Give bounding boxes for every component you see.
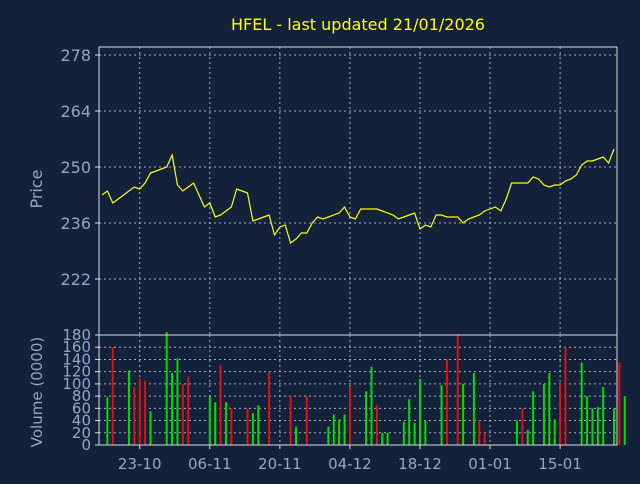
volume-bar	[230, 408, 233, 445]
price-axis-label: Price	[27, 169, 46, 208]
volume-bar	[602, 386, 605, 445]
volume-bar	[553, 419, 556, 445]
volume-bar	[375, 405, 378, 445]
volume-bar	[618, 362, 621, 445]
volume-bar	[338, 419, 341, 445]
volume-bar	[343, 414, 346, 445]
price-tick-label: 278	[60, 46, 91, 65]
volume-bar	[542, 383, 545, 445]
volume-bar	[596, 407, 599, 445]
x-tick-label: 20-11	[258, 455, 302, 473]
volume-bar	[208, 396, 211, 445]
volume-bar	[483, 432, 486, 445]
price-panel: 278 264 250 236 222 Price	[27, 46, 618, 336]
price-line	[101, 148, 615, 244]
volume-axis-label: Volume (0000)	[28, 337, 46, 447]
volume-bar	[559, 383, 562, 445]
volume-bar	[381, 432, 384, 445]
x-tick-label: 06-11	[188, 455, 232, 473]
volume-bar	[348, 386, 351, 445]
volume-bar	[138, 379, 141, 445]
volume-bar	[526, 429, 529, 445]
volume-bar	[289, 396, 292, 445]
x-tick-label: 18-12	[398, 455, 442, 473]
volume-bar	[370, 366, 373, 445]
x-axis: 23-10 06-11 20-11 04-12 18-12 01-01 15-01	[118, 445, 582, 473]
volume-bar	[623, 396, 626, 445]
volume-bar	[586, 396, 589, 445]
volume-bar	[521, 408, 524, 445]
price-frame	[98, 46, 618, 336]
x-tick-label: 15-01	[538, 455, 582, 473]
volume-bar	[591, 408, 594, 445]
x-tick-label: 01-01	[468, 455, 512, 473]
volume-bar	[106, 397, 109, 445]
volume-bar	[408, 399, 411, 445]
volume-bar	[613, 408, 615, 445]
volume-bar	[462, 383, 465, 445]
volume-bar	[214, 402, 217, 445]
volume-bar	[418, 379, 421, 445]
volume-tick-label: 140	[62, 350, 91, 368]
volume-bar	[472, 372, 475, 445]
volume-bar	[165, 331, 168, 445]
chart-title: HFEL - last updated 21/01/2026	[231, 15, 485, 34]
volume-bar	[515, 420, 518, 445]
volume-bar	[386, 432, 389, 445]
volume-tick-label: 0	[81, 436, 91, 454]
volume-bar	[413, 423, 416, 445]
volume-bar	[268, 371, 271, 445]
volume-bar	[251, 413, 254, 445]
volume-frame	[98, 334, 618, 446]
volume-tick-label: 60	[72, 399, 91, 417]
volume-bar	[402, 421, 405, 445]
volume-bar	[176, 358, 179, 445]
volume-bar	[246, 408, 249, 445]
volume-bar	[219, 365, 222, 445]
volume-tick-label: 180	[62, 326, 91, 344]
volume-bar	[181, 383, 184, 445]
volume-bar	[580, 362, 583, 445]
volume-bar	[187, 376, 190, 445]
volume-bar	[295, 426, 298, 445]
volume-tick-label: 80	[72, 387, 91, 405]
volume-bar	[456, 333, 459, 445]
volume-bar	[149, 411, 152, 445]
volume-bar	[171, 372, 174, 445]
volume-bar	[327, 426, 330, 445]
volume-bar	[133, 386, 136, 445]
x-tick-label: 04-12	[328, 455, 372, 473]
volume-bar	[548, 372, 551, 445]
volume-tick-label: 160	[62, 338, 91, 356]
volume-bar	[478, 420, 481, 445]
price-tick-label: 264	[60, 102, 91, 121]
volume-tick-label: 120	[62, 363, 91, 381]
volume-bar	[144, 380, 147, 445]
volume-bar	[257, 405, 260, 445]
volume-bar	[365, 391, 368, 445]
volume-bar	[424, 420, 427, 445]
volume-bar	[224, 402, 227, 445]
volume-tick-label: 100	[62, 375, 91, 393]
volume-tick-label: 40	[72, 412, 91, 430]
volume-bar	[532, 391, 535, 445]
volume-bar	[445, 359, 448, 445]
price-tick-label: 222	[60, 270, 91, 289]
volume-bar	[564, 347, 567, 445]
price-tick-label: 236	[60, 214, 91, 233]
x-tick-label: 23-10	[118, 455, 162, 473]
price-tick-label: 250	[60, 158, 91, 177]
volume-bar	[127, 370, 130, 445]
volume-bar	[332, 414, 335, 445]
volume-tick-label: 20	[72, 424, 91, 442]
volume-bar	[111, 347, 114, 445]
volume-bar	[440, 385, 443, 445]
volume-bar	[305, 396, 308, 445]
